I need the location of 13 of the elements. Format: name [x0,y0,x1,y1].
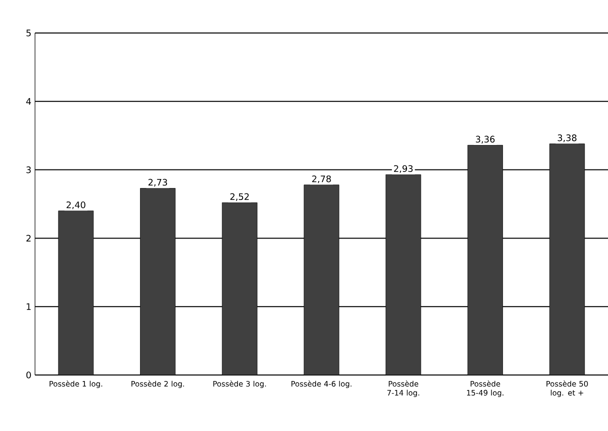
data-label: 2,78 [312,175,331,184]
y-tick-label: 4 [26,98,31,105]
data-label: 3,38 [558,134,576,142]
data-label: 3,36 [476,136,495,144]
y-tick-label: 3 [26,166,31,174]
data-label: 2,40 [66,201,86,210]
y-tick-label: 2 [26,234,31,242]
data-label: 2,52 [230,193,249,201]
data-label: 2,73 [148,178,168,187]
y-tick-label: 0 [26,372,31,378]
data-label: 2,93 [394,165,413,173]
y-tick-label: 1 [26,303,31,310]
y-tick-label: 5 [26,30,31,36]
